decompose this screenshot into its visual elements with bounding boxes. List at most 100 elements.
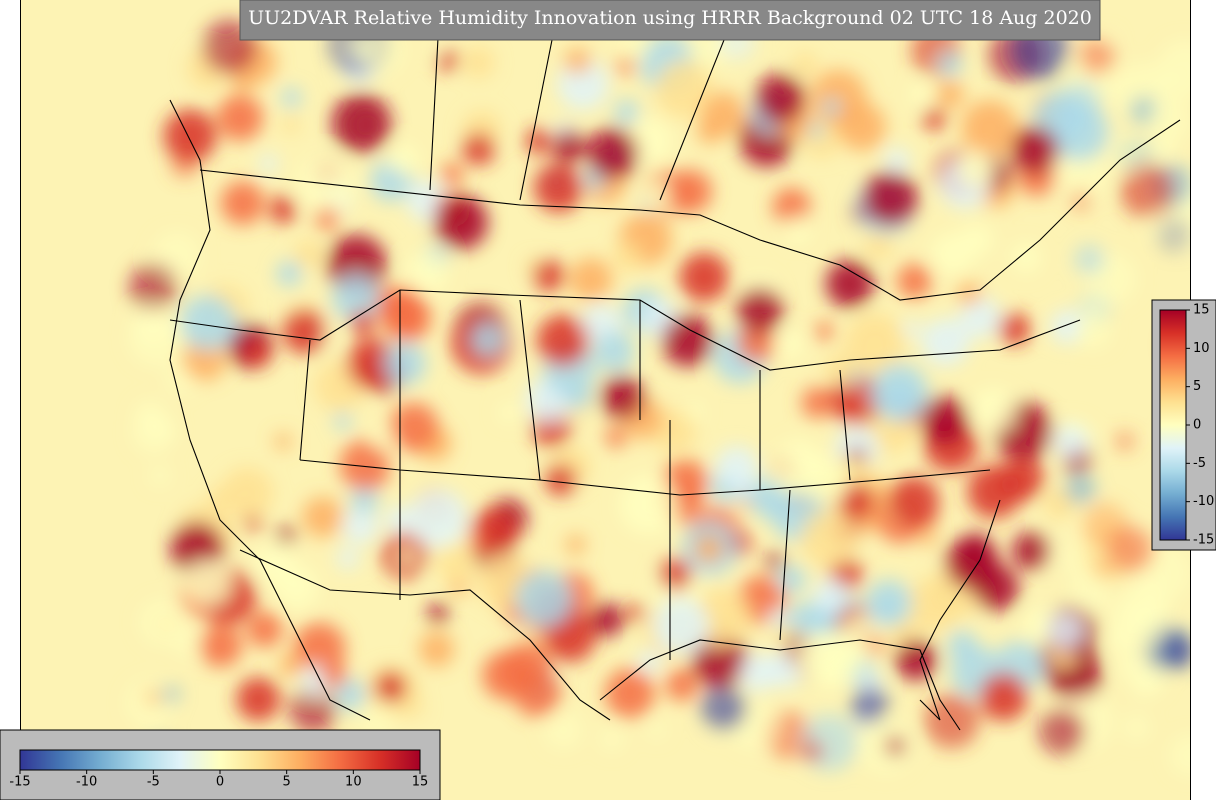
field-blob xyxy=(1064,473,1096,505)
field-blob xyxy=(533,162,584,213)
field-blob xyxy=(221,467,274,519)
field-blob xyxy=(533,259,565,292)
field-blob xyxy=(132,412,174,454)
field-blob xyxy=(924,692,980,749)
field-blob xyxy=(783,216,811,244)
tick-label: -15 xyxy=(1193,533,1214,548)
field-blob xyxy=(342,507,379,544)
field-blob xyxy=(385,505,414,534)
field-blob xyxy=(659,558,692,591)
field-blob xyxy=(276,261,302,287)
field-blob xyxy=(163,109,217,163)
field-blob xyxy=(350,484,379,514)
field-blob xyxy=(406,251,448,293)
field-blob xyxy=(867,636,884,654)
title: UU2DVAR Relative Humidity Innovation usi… xyxy=(248,7,1092,29)
field-blob xyxy=(923,107,946,131)
field-blob xyxy=(569,257,613,301)
field-blob xyxy=(236,677,281,722)
field-blob xyxy=(162,685,181,704)
field-blob xyxy=(807,122,824,139)
field-blob xyxy=(1012,531,1051,570)
field-blob xyxy=(825,259,874,308)
field-blob xyxy=(739,653,778,692)
field-blob xyxy=(999,456,1045,502)
field-blob xyxy=(864,229,894,259)
field-blob xyxy=(614,100,639,125)
field-blob xyxy=(407,699,425,717)
field-blob xyxy=(148,464,171,487)
border-line xyxy=(199,119,1181,301)
field-blob xyxy=(845,313,905,373)
field-blob xyxy=(851,686,889,725)
field-blob xyxy=(1122,713,1151,742)
field-blob xyxy=(144,688,162,706)
field-blob xyxy=(315,207,339,230)
field-blob xyxy=(467,534,487,553)
field-blob xyxy=(536,314,589,367)
map-frame xyxy=(20,0,21,800)
field-blob xyxy=(371,426,395,450)
field-blob xyxy=(302,496,344,538)
field-blob xyxy=(552,129,586,163)
field-blob xyxy=(1148,139,1171,162)
field-blob xyxy=(441,163,464,186)
field-blob xyxy=(1146,99,1190,144)
field-blob xyxy=(462,46,495,79)
border-line xyxy=(299,0,851,660)
field-blob xyxy=(1107,525,1155,573)
field-blob xyxy=(244,515,261,532)
field-blob xyxy=(792,52,818,78)
field-blob xyxy=(331,93,392,153)
field-blob xyxy=(1115,432,1135,451)
tick-label: -5 xyxy=(1193,456,1206,471)
field-blob xyxy=(736,324,775,363)
field-blob xyxy=(959,533,993,567)
field-blob xyxy=(274,433,292,450)
field-blob xyxy=(619,475,679,535)
field-blob xyxy=(1063,152,1110,199)
field-blob xyxy=(801,387,833,419)
field-blob xyxy=(590,602,624,637)
field-blob xyxy=(1094,557,1114,577)
field-blob xyxy=(1010,126,1059,174)
field-blob xyxy=(1059,81,1101,123)
field-blob xyxy=(777,565,806,594)
field-blob xyxy=(220,181,265,225)
field-blob xyxy=(957,281,982,306)
field-blob xyxy=(958,150,996,188)
field-blob xyxy=(565,534,586,555)
coastline xyxy=(169,99,371,721)
field-blob xyxy=(346,338,399,391)
field-blob xyxy=(691,631,748,688)
field-blob xyxy=(935,80,964,109)
field-blob xyxy=(772,187,811,226)
field-blob xyxy=(129,263,178,312)
field-blob xyxy=(586,127,639,180)
field-blob xyxy=(1169,734,1190,777)
tick-label: -10 xyxy=(76,775,97,790)
field-blob xyxy=(959,296,1001,338)
field-blob xyxy=(910,82,935,107)
tick-label: 10 xyxy=(345,775,362,790)
field-blob xyxy=(544,464,577,496)
field-blob xyxy=(829,372,882,425)
field-blob xyxy=(774,329,804,359)
field-blob xyxy=(653,597,710,654)
field-blob xyxy=(269,195,297,224)
field-blob xyxy=(599,726,625,752)
field-blob xyxy=(358,700,397,738)
field-blob xyxy=(766,552,784,571)
field-blob xyxy=(1038,708,1086,755)
field-blob xyxy=(919,395,969,445)
field-blob xyxy=(959,223,994,257)
field-blob xyxy=(862,171,918,227)
field-blob xyxy=(979,672,1028,721)
field-blob xyxy=(418,631,455,668)
field-blob xyxy=(896,263,932,299)
field-blob xyxy=(383,342,427,386)
field-blob xyxy=(881,381,919,418)
map xyxy=(20,0,1190,800)
field-blob xyxy=(498,402,519,423)
